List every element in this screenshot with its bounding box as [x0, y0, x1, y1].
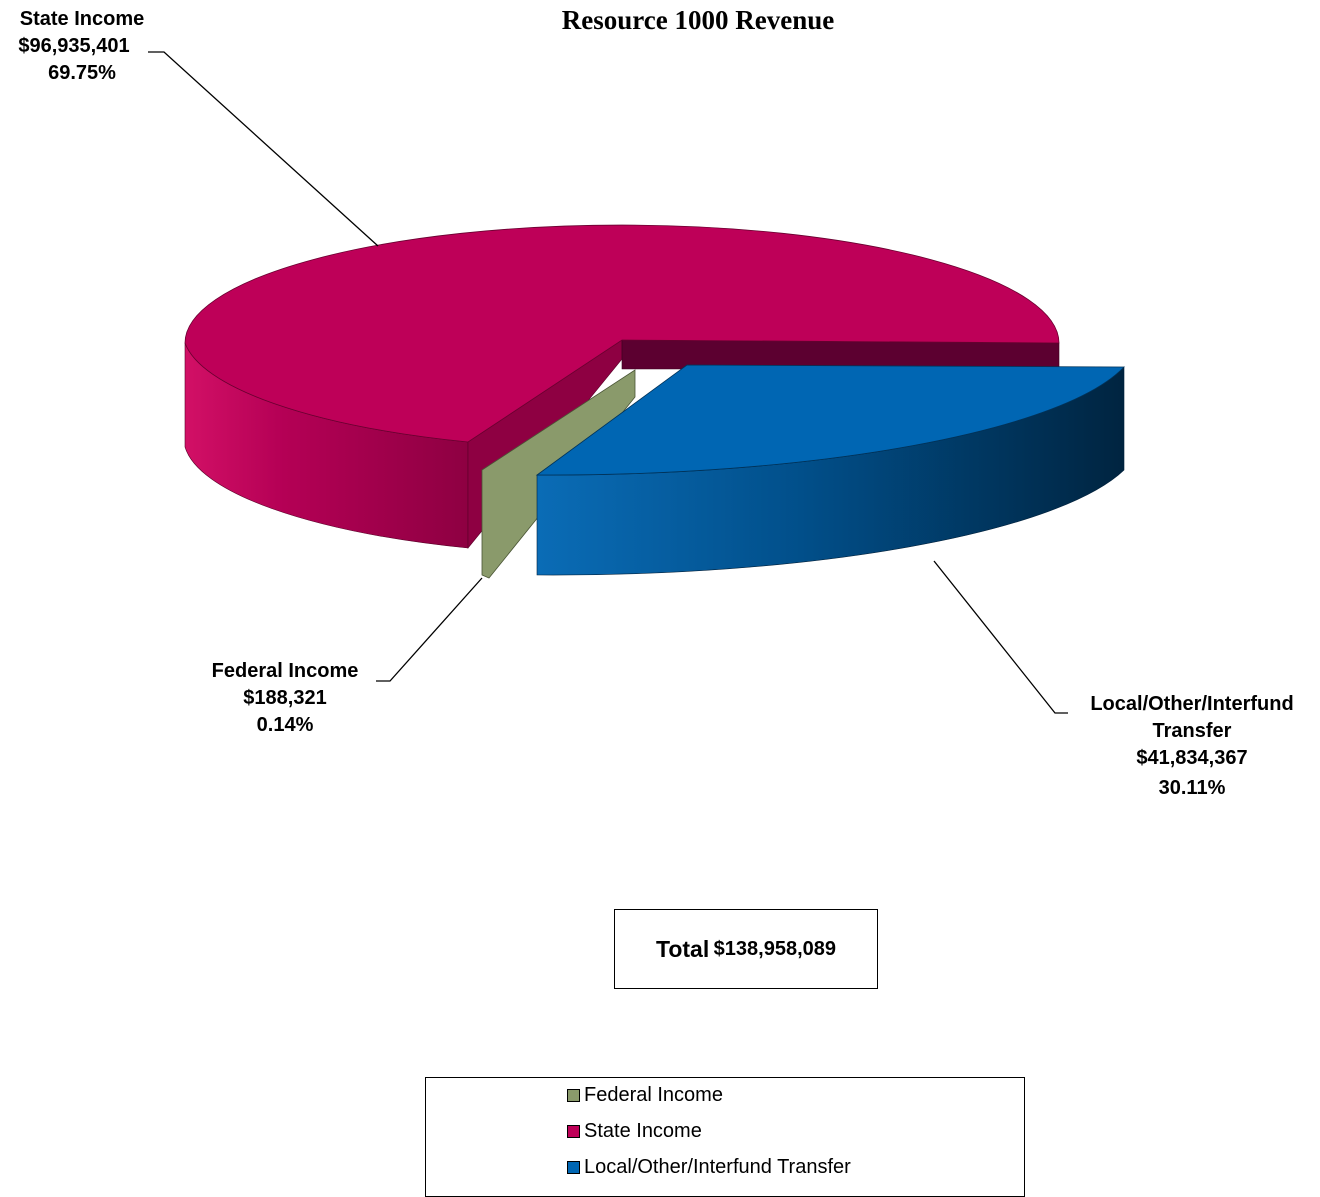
- legend-swatch-state-income: [567, 1125, 580, 1138]
- chart-title: Resource 1000 Revenue: [562, 5, 834, 35]
- data-label-local-other-interfund-transfer-name-line2: Transfer: [1153, 720, 1232, 742]
- pie-slice-local-other-interfund-transfer: [535, 364, 1125, 476]
- data-label-state-income-name: State Income: [20, 8, 144, 30]
- legend-swatch-federal-income: [567, 1089, 580, 1102]
- legend-item-federal-income: Federal Income: [567, 1084, 723, 1107]
- leader-line-federal-income: [376, 577, 483, 682]
- chart-legend: Federal Income State Income Local/Other/…: [425, 1077, 1025, 1197]
- data-label-local-other-interfund-transfer-amount: $41,834,367: [1136, 747, 1247, 769]
- legend-label-state-income: State Income: [584, 1120, 702, 1142]
- data-label-local-other-interfund-transfer: Local/Other/Interfund Transfer $41,834,3…: [1090, 693, 1293, 799]
- data-label-state-income-percent: 69.75%: [48, 62, 116, 84]
- data-label-local-other-interfund-transfer-name-line1: Local/Other/Interfund: [1090, 693, 1293, 715]
- leader-line-state-income: [148, 51, 379, 247]
- data-label-federal-income: Federal Income $188,321 0.14%: [212, 660, 359, 736]
- leader-line-local-other-interfund-transfer: [933, 560, 1068, 714]
- leader-lines: [148, 51, 1068, 714]
- total-label: Total: [655, 935, 710, 962]
- pie-3d: [184, 224, 1125, 579]
- pie-slice-state-income: [184, 224, 1060, 443]
- data-label-federal-income-percent: 0.14%: [257, 714, 314, 736]
- total-value: $138,958,089: [713, 937, 837, 960]
- legend-label-local-other-interfund-transfer: Local/Other/Interfund Transfer: [584, 1156, 851, 1178]
- total-box: Total $138,958,089: [614, 909, 878, 989]
- data-label-local-other-interfund-transfer-percent: 30.11%: [1159, 777, 1226, 799]
- data-label-state-income-amount: $96,935,401: [18, 35, 129, 57]
- legend-label-federal-income: Federal Income: [584, 1084, 723, 1106]
- legend-item-local-other-interfund-transfer: Local/Other/Interfund Transfer: [567, 1156, 851, 1179]
- data-label-state-income: State Income $96,935,401 69.75%: [18, 8, 144, 84]
- data-label-federal-income-amount: $188,321: [243, 687, 326, 709]
- data-label-federal-income-name: Federal Income: [212, 660, 359, 682]
- legend-item-state-income: State Income: [567, 1120, 702, 1143]
- legend-swatch-local-other-interfund-transfer: [567, 1161, 580, 1174]
